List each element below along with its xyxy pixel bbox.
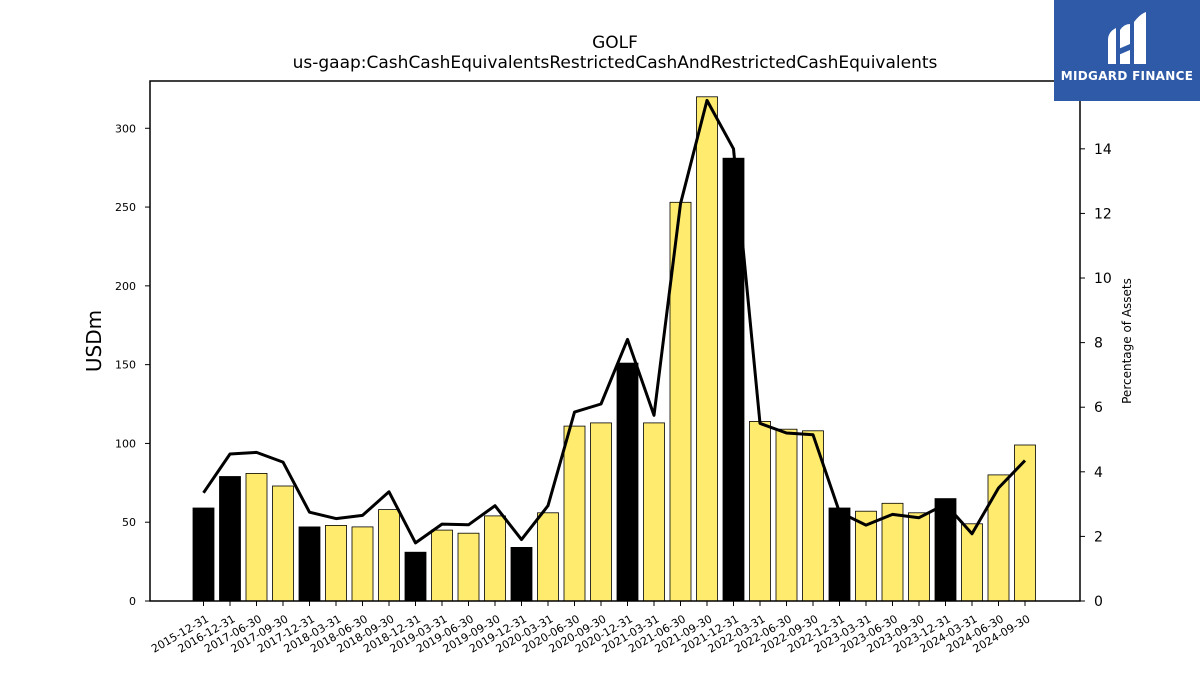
y-tick-label: 0 [129,595,136,608]
plot-frame [149,80,1081,602]
bar-2018-03-31 [325,525,347,602]
y2-tick-label: 12 [1094,206,1112,222]
bars [192,96,1036,602]
bar-2018-09-30 [378,509,400,602]
bar-2019-03-31 [431,529,453,602]
logo-text: MIDGARD FINANCE [1060,69,1194,83]
bar-2016-12-31 [219,476,241,602]
percentage-line [202,98,1027,545]
y2-tick-label: 14 [1094,142,1112,158]
bar-2019-06-30 [457,532,480,602]
y2-tick-label: 2 [1094,529,1103,545]
bar-2020-12-31 [616,362,639,602]
bar-2017-06-30 [245,472,268,602]
bar-2017-12-31 [298,526,321,602]
y2-tick-label: 0 [1094,594,1103,610]
bar-2015-12-31 [192,507,215,602]
bar-2018-06-30 [351,526,374,602]
bar-2020-03-31 [537,512,559,602]
bar-2017-09-30 [272,485,294,602]
y2-axis-label: Percentage of Assets [1120,278,1134,404]
bar-2021-09-30 [696,96,718,602]
bar-2020-06-30 [563,425,586,602]
y-tick-label: 150 [115,359,136,372]
line-layer [202,98,1027,545]
brand-logo: MIDGARD FINANCE [1054,0,1200,101]
bar-2022-03-31 [749,420,771,602]
chart-subtitle: us-gaap:CashCashEquivalentsRestrictedCas… [293,53,938,73]
bar-2022-12-31 [828,507,851,602]
bar-2024-03-31 [961,523,983,602]
y2-tick-label: 4 [1094,465,1103,481]
y-tick-label: 250 [115,201,136,214]
y-tick-label: 300 [115,122,136,135]
bar-2020-09-30 [590,422,612,602]
y-tick-label: 50 [122,516,136,529]
y-axis-label: USDm [82,310,106,372]
bar-2024-06-30 [987,474,1010,602]
y2-tick-label: 8 [1094,336,1103,352]
y-tick-label: 200 [115,280,136,293]
y-tick-label: 100 [115,437,136,450]
bar-2022-06-30 [775,428,798,602]
logo-mark-icon [1108,12,1146,64]
y2-tick-label: 6 [1094,400,1103,416]
bar-2021-03-31 [643,422,665,602]
bar-2019-09-30 [484,515,506,602]
bar-2023-09-30 [908,512,930,602]
bar-2019-12-31 [510,547,533,602]
bar-2018-12-31 [404,551,427,602]
y2-tick-label: 10 [1094,271,1112,287]
chart-title: GOLF [592,33,638,53]
